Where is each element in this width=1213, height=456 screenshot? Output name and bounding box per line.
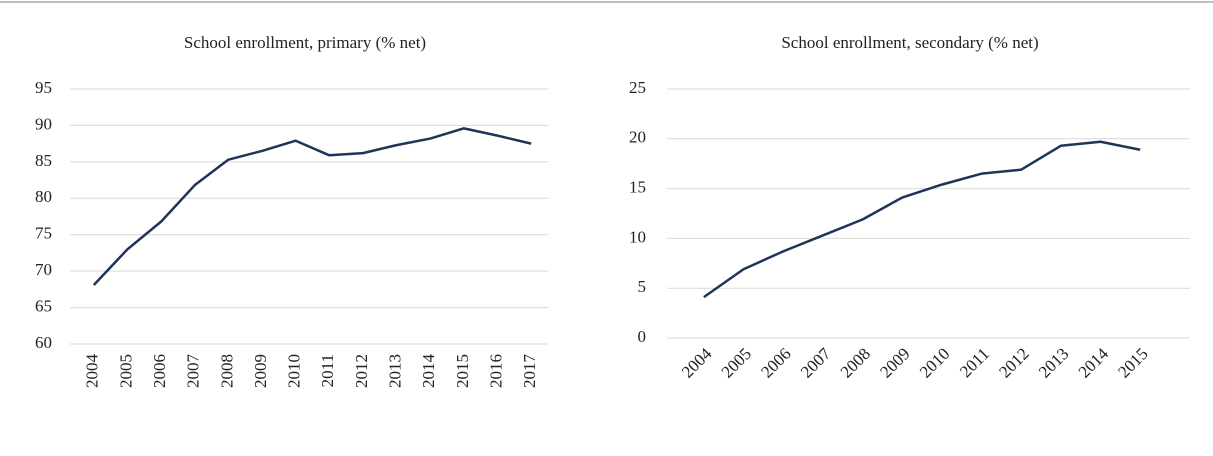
x-tick-label: 2009	[876, 344, 913, 381]
x-tick-label: 2012	[995, 344, 1032, 381]
x-tick-label: 2017	[520, 354, 539, 389]
x-tick-label: 2015	[1114, 344, 1151, 381]
y-tick-label: 85	[35, 151, 52, 170]
x-tick-label: 2011	[956, 344, 993, 381]
x-tick-label: 2008	[217, 354, 236, 388]
y-tick-label: 10	[629, 227, 646, 246]
y-tick-label: 5	[638, 277, 647, 296]
y-tick-label: 15	[629, 178, 646, 197]
x-tick-label: 2013	[386, 354, 405, 388]
x-tick-label: 2014	[419, 354, 438, 389]
x-tick-label: 2016	[486, 354, 505, 388]
x-tick-label: 2011	[318, 354, 337, 387]
x-tick-label: 2012	[352, 354, 371, 388]
x-tick-label: 2010	[916, 344, 953, 381]
x-tick-label: 2013	[1035, 344, 1072, 381]
chart-title: School enrollment, primary (% net)	[184, 33, 426, 52]
x-tick-label: 2005	[718, 344, 755, 381]
y-tick-label: 70	[35, 260, 52, 279]
y-tick-label: 60	[35, 333, 52, 352]
y-tick-label: 80	[35, 187, 52, 206]
x-tick-label: 2010	[285, 354, 304, 388]
line	[92, 127, 532, 286]
y-tick-label: 20	[629, 128, 646, 147]
y-tick-label: 65	[35, 296, 52, 315]
x-tick-label: 2015	[453, 354, 472, 388]
x-tick-label: 2014	[1075, 344, 1113, 382]
x-tick-label: 2004	[678, 344, 716, 382]
y-tick-label: 90	[35, 114, 52, 133]
y-tick-label: 75	[35, 224, 52, 243]
x-tick-label: 2006	[757, 344, 794, 381]
y-tick-label: 25	[629, 78, 646, 97]
line	[703, 140, 1141, 299]
x-tick-label: 2006	[150, 354, 169, 388]
x-tick-label: 2005	[116, 354, 135, 388]
y-tick-label: 95	[35, 78, 52, 97]
x-tick-label: 2004	[83, 354, 102, 389]
x-tick-label: 2009	[251, 354, 270, 388]
x-tick-label: 2007	[184, 354, 203, 389]
chart-title: School enrollment, secondary (% net)	[781, 33, 1038, 52]
x-tick-label: 2007	[797, 344, 835, 382]
y-tick-label: 0	[638, 327, 647, 346]
x-tick-label: 2008	[837, 344, 874, 381]
